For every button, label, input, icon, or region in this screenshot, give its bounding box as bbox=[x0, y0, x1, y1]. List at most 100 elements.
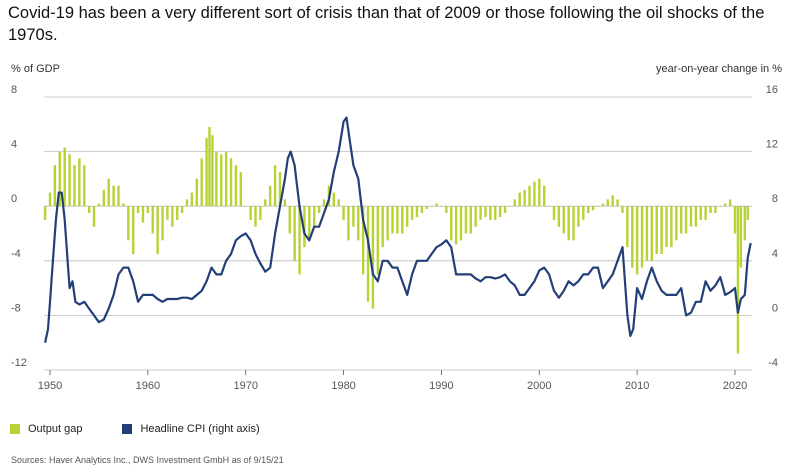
output-gap-bar bbox=[264, 199, 267, 207]
output-gap-bar bbox=[102, 189, 106, 207]
x-tick-label: 1960 bbox=[136, 380, 160, 392]
legend-item-output-gap: Output gap bbox=[10, 423, 82, 435]
output-gap-bar bbox=[78, 158, 81, 207]
output-gap-bar bbox=[366, 206, 370, 302]
x-tick-label: 1990 bbox=[429, 380, 453, 392]
output-gap-bar bbox=[435, 203, 438, 207]
output-gap-bar bbox=[420, 206, 424, 214]
axes: 8 16 4 12 0 8 -4 4 -8 0 -12 -4 1950 1960 1970 1980 1990 2… bbox=[11, 84, 778, 392]
output-gap-bar bbox=[425, 206, 428, 209]
output-gap-bar bbox=[679, 206, 683, 234]
output-gap-bar bbox=[405, 206, 409, 227]
output-gap-bar bbox=[724, 203, 727, 207]
output-gap-bar bbox=[396, 206, 399, 234]
output-gap-bar bbox=[244, 206, 247, 207]
output-gap-bar bbox=[582, 206, 585, 220]
output-gap-bar bbox=[141, 206, 145, 223]
output-gap-bar bbox=[254, 206, 257, 227]
chart-title: Covid-19 has been a very different sort … bbox=[8, 4, 765, 44]
output-gap-bar bbox=[484, 206, 487, 218]
output-gap-bar bbox=[733, 206, 737, 234]
legend: Output gap Headline CPI (right axis) bbox=[10, 423, 260, 435]
output-gap-bar bbox=[577, 206, 580, 227]
output-gap-bar bbox=[640, 206, 644, 268]
output-gap-bar bbox=[508, 206, 512, 207]
output-gap-bar bbox=[180, 206, 184, 214]
output-gap-bar bbox=[513, 199, 517, 207]
output-gap-bar bbox=[211, 135, 214, 207]
output-gap-bar bbox=[112, 185, 115, 207]
output-gap-bar bbox=[655, 206, 658, 254]
x-tick-label: 2010 bbox=[625, 380, 649, 392]
output-gap-bar bbox=[376, 206, 380, 275]
output-gap-bar bbox=[283, 199, 287, 207]
right-tick-label: 8 bbox=[772, 193, 778, 205]
output-gap-bar bbox=[606, 199, 609, 207]
output-gap-bar bbox=[621, 206, 624, 214]
legend-swatch-output-gap bbox=[10, 424, 20, 434]
output-gap-bar bbox=[464, 206, 468, 234]
output-gap-bar bbox=[533, 181, 536, 207]
output-gap-bar bbox=[386, 206, 389, 241]
output-gap-bar bbox=[440, 206, 443, 207]
output-gap-bar bbox=[694, 206, 698, 227]
output-gap-bar bbox=[131, 206, 135, 254]
legend-item-headline-cpi: Headline CPI (right axis) bbox=[122, 423, 260, 435]
output-gap-bar bbox=[220, 154, 223, 207]
legend-swatch-headline-cpi bbox=[122, 424, 133, 434]
left-tick-label: -8 bbox=[11, 302, 21, 314]
output-gap-bar bbox=[684, 206, 688, 234]
x-tick-label: 1950 bbox=[38, 380, 62, 392]
output-gap-bar bbox=[136, 206, 140, 214]
output-gap-bar bbox=[273, 165, 277, 207]
output-gap-bar bbox=[518, 192, 521, 207]
output-gap-bar bbox=[352, 206, 355, 227]
output-gap-bar bbox=[381, 206, 384, 248]
output-gap-bar bbox=[87, 206, 91, 214]
output-gap-bar bbox=[714, 206, 717, 214]
output-gap-bar bbox=[591, 206, 595, 211]
output-gap-bar bbox=[73, 165, 76, 207]
output-gap-bar bbox=[739, 206, 743, 268]
output-gap-bar bbox=[489, 206, 492, 220]
output-gap-bar bbox=[161, 206, 164, 241]
left-tick-label: 4 bbox=[11, 139, 17, 151]
right-tick-label: 16 bbox=[766, 84, 778, 96]
output-gap-bar bbox=[83, 165, 86, 207]
output-gap-bar bbox=[190, 192, 194, 207]
output-gap-bar bbox=[503, 206, 507, 214]
output-gap-bar bbox=[498, 206, 502, 218]
output-gap-bar bbox=[58, 151, 61, 207]
x-tick-label: 2020 bbox=[723, 380, 747, 392]
output-gap-bar bbox=[538, 178, 541, 207]
output-gap-bar bbox=[557, 206, 561, 227]
output-gap-bar bbox=[342, 206, 345, 220]
output-gap-bar bbox=[63, 147, 66, 207]
output-gap-bar bbox=[445, 206, 448, 214]
source-note: Sources: Haver Analytics Inc., DWS Inves… bbox=[11, 455, 284, 465]
output-gap-bar bbox=[303, 206, 306, 248]
left-tick-label: -12 bbox=[11, 357, 27, 369]
output-gap-bar bbox=[401, 206, 404, 234]
output-gap-bar bbox=[709, 206, 712, 214]
output-gap-bar bbox=[361, 206, 365, 275]
output-gap-bar bbox=[670, 206, 673, 248]
output-gap-bar bbox=[268, 185, 272, 207]
output-gap-bar bbox=[371, 206, 375, 309]
output-gap-bar bbox=[347, 206, 350, 241]
output-gap-bar bbox=[278, 172, 282, 207]
right-tick-label: 0 bbox=[772, 302, 778, 314]
output-gap-bar bbox=[48, 192, 52, 207]
output-gap-bar bbox=[494, 206, 497, 220]
output-gap-bar bbox=[450, 206, 453, 241]
output-gap-bar bbox=[454, 206, 458, 245]
output-gap-bar bbox=[200, 158, 203, 207]
output-gap-bar bbox=[528, 185, 531, 207]
output-gap-bar bbox=[704, 206, 707, 220]
output-gap-bar bbox=[587, 206, 590, 214]
output-gap-bar bbox=[736, 206, 740, 354]
output-gap-bar bbox=[68, 154, 71, 207]
output-gap-bar bbox=[650, 206, 654, 261]
output-gap-bar bbox=[474, 206, 477, 227]
